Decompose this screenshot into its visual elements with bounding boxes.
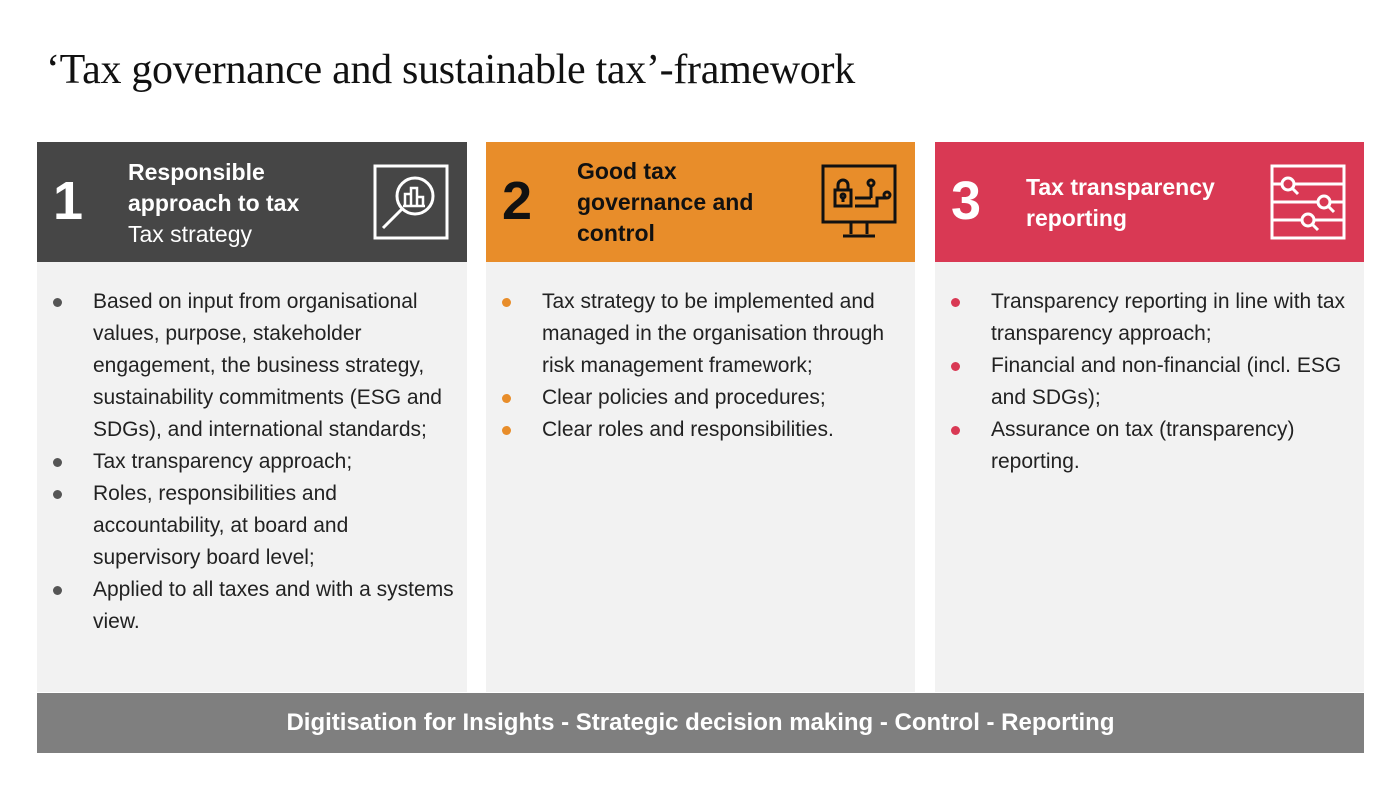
pillar-header: 3 Tax transparency reporting	[935, 142, 1364, 262]
pillar-header: 2 Good tax governance and control	[486, 142, 915, 262]
pillar-heading: Responsible approach to tax	[128, 159, 300, 216]
pillar-bullets: Tax strategy to be implemented and manag…	[486, 262, 915, 692]
document-search-sliders-icon	[1270, 164, 1346, 240]
footer-banner: Digitisation for Insights - Strategic de…	[37, 693, 1364, 753]
bullet-item: Transparency reporting in line with tax …	[951, 286, 1354, 350]
pillar-bullets: Based on input from organisational value…	[37, 262, 467, 692]
bullet-item: Clear policies and procedures;	[502, 382, 905, 414]
bullet-item: Assurance on tax (transparency) reportin…	[951, 414, 1354, 478]
magnifier-bar-chart-icon	[373, 164, 449, 240]
pillar-number: 1	[53, 171, 84, 231]
bullet-item: Tax transparency approach;	[53, 446, 457, 478]
bullet-item: Roles, responsibilities and accountabili…	[53, 478, 457, 574]
pillar-number: 2	[502, 171, 533, 231]
pillar-heading: Tax transparency reporting	[1026, 174, 1215, 231]
bullet-item: Based on input from organisational value…	[53, 286, 457, 446]
bullet-item: Clear roles and responsibilities.	[502, 414, 905, 446]
monitor-lock-circuit-icon	[821, 164, 897, 238]
bullet-item: Tax strategy to be implemented and manag…	[502, 286, 905, 382]
bullet-item: Applied to all taxes and with a systems …	[53, 574, 457, 638]
pillar-header: 1 Responsible approach to tax Tax strate…	[37, 142, 467, 262]
pillar-bullets: Transparency reporting in line with tax …	[935, 262, 1364, 692]
pillar-number: 3	[951, 171, 982, 231]
bullet-item: Financial and non-financial (incl. ESG a…	[951, 350, 1354, 414]
page-title: ‘Tax governance and sustainable tax’-fra…	[46, 47, 855, 93]
pillar-subheading: Tax strategy	[128, 221, 252, 247]
pillar-1: 1 Responsible approach to tax Tax strate…	[37, 142, 467, 692]
pillar-2: 2 Good tax governance and control Tax st…	[486, 142, 915, 692]
pillar-heading: Good tax governance and control	[577, 158, 754, 246]
pillar-3: 3 Tax transparency reporting Transparenc…	[935, 142, 1364, 692]
